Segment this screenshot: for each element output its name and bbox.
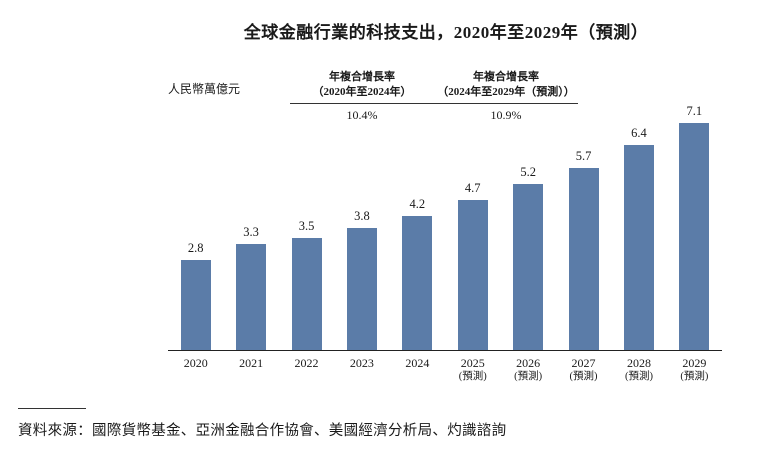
x-axis-year: 2025: [460, 356, 485, 370]
cagr-block: 年複合增長率 （2020年至2024年） 年複合增長率 （2024年至2029年…: [290, 70, 578, 123]
bar-value-label: 3.8: [354, 209, 370, 223]
cagr-labels-row: 年複合增長率 （2020年至2024年） 年複合增長率 （2024年至2029年…: [290, 70, 578, 100]
bar-group: 3.8: [334, 209, 389, 350]
x-axis-forecast-tag: (預測): [680, 371, 709, 383]
bars-row: 2.8 3.3 3.5 3.8 4.2 4.7 5.2 5.7 6.4 7.1: [168, 96, 722, 351]
chart-title: 全球金融行業的科技支出，2020年至2029年（預測）: [243, 23, 649, 42]
x-labels-row: 2020 2021 2022 2023 2024 2025 (預測) 2026 (預測) 2027…: [168, 356, 722, 384]
bar-value-label: 4.2: [409, 197, 426, 211]
cagr-underline: [290, 102, 578, 104]
x-axis-label: 2023: [334, 356, 389, 384]
x-axis-year: 2028: [626, 356, 651, 370]
x-axis-year: 2029: [682, 356, 707, 370]
bar-group: 7.1: [667, 104, 722, 350]
cagr-label-line1: 年複合增長率: [473, 71, 539, 83]
x-axis-year: 2024: [405, 356, 430, 370]
bar: [291, 238, 322, 350]
bar-group: 4.2: [390, 197, 445, 350]
x-axis-forecast-tag: (預測): [624, 371, 653, 383]
bar-group: 5.7: [556, 149, 611, 350]
x-axis-forecast-tag: (預測): [514, 371, 543, 383]
bar-group: 2.8: [168, 241, 223, 350]
bar-value-label: 7.1: [686, 104, 703, 118]
x-axis-label: 2022: [279, 356, 334, 384]
x-axis-forecast-tag: (預測): [569, 371, 598, 383]
cagr-label-2020-2024: 年複合增長率 （2020年至2024年）: [290, 70, 434, 100]
bar-group: 6.4: [611, 126, 666, 350]
bar: [679, 123, 710, 350]
bar: [236, 244, 267, 350]
bar-value-label: 6.4: [631, 126, 647, 140]
bar: [457, 200, 488, 350]
source-note: 資料來源：國際貨幣基金、亞洲金融合作協會、美國經濟分析局、灼識諮詢: [18, 423, 507, 439]
bar: [568, 168, 599, 350]
bar: [623, 145, 654, 350]
cagr-values-row: 10.4% 10.9%: [290, 108, 578, 123]
x-axis-label: 2026 (預測): [500, 356, 555, 384]
cagr-value-2024-2029: 10.9%: [490, 107, 522, 122]
source-divider: [18, 408, 86, 409]
bar-chart-plot: 2.8 3.3 3.5 3.8 4.2 4.7 5.2 5.7 6.4 7.1 2020 2021 2…: [168, 96, 722, 384]
bar: [180, 260, 211, 350]
x-axis-year: 2022: [294, 356, 319, 370]
bar-value-label: 5.2: [520, 165, 536, 179]
x-axis-year: 2027: [571, 356, 596, 370]
cagr-value-2020-2024: 10.4%: [346, 107, 378, 122]
x-axis-label: 2025 (預測): [445, 356, 500, 384]
bar-value-label: 5.7: [575, 149, 592, 163]
bar-group: 3.5: [279, 219, 334, 350]
bar: [346, 228, 377, 350]
bar-value-label: 3.3: [243, 225, 259, 239]
y-axis-unit-label: 人民幣萬億元: [168, 82, 241, 96]
x-axis-label: 2020: [168, 356, 223, 384]
bar: [513, 184, 544, 350]
x-axis-label: 2021: [223, 356, 278, 384]
bar-group: 5.2: [500, 165, 555, 350]
cagr-label-line1: 年複合增長率: [329, 71, 395, 83]
bar-value-label: 3.5: [298, 219, 315, 233]
bar-value-label: 4.7: [464, 181, 481, 195]
cagr-label-2024-2029: 年複合增長率 （2024年至2029年（預測））: [434, 70, 578, 100]
bar-group: 4.7: [445, 181, 500, 350]
x-axis-label: 2028 (預測): [611, 356, 666, 384]
bar-group: 3.3: [223, 225, 278, 350]
cagr-label-line2: （2020年至2024年）: [312, 85, 412, 98]
x-axis-year: 2021: [239, 356, 264, 370]
cagr-label-line2: （2024年至2029年（預測））: [437, 85, 575, 98]
bar: [402, 216, 433, 350]
bar-value-label: 2.8: [187, 241, 204, 255]
x-axis-label: 2029 (預測): [667, 356, 722, 384]
x-axis-forecast-tag: (預測): [458, 371, 487, 383]
x-axis-year: 2020: [183, 356, 208, 370]
x-axis-label: 2024: [390, 356, 445, 384]
x-axis-year: 2023: [349, 356, 374, 370]
x-axis-year: 2026: [516, 356, 541, 370]
x-axis-label: 2027 (預測): [556, 356, 611, 384]
